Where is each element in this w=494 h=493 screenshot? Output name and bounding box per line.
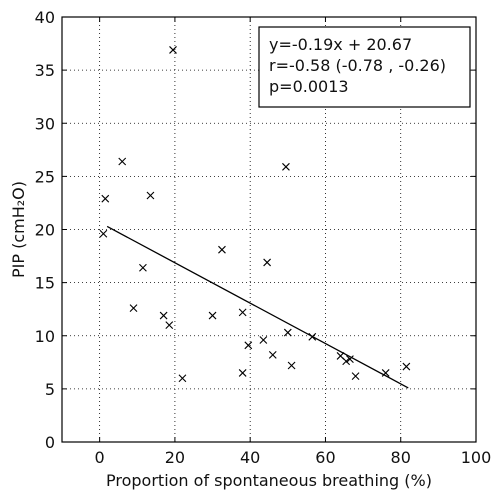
x-tick-label: 100: [461, 448, 492, 467]
data-point: [259, 336, 268, 344]
data-point: [218, 245, 226, 254]
y-axis-label: PIP (cmH₂O): [9, 181, 28, 278]
data-point: [118, 157, 127, 166]
annotation-correlation: r=-0.58 (-0.78 , -0.26): [269, 56, 446, 75]
data-point: [244, 341, 253, 350]
data-point: [159, 311, 168, 320]
annotation-box-frame: [258, 26, 471, 108]
data-point: [351, 372, 360, 381]
data-point: [238, 369, 247, 377]
regression-line: [106, 225, 409, 389]
data-point: [101, 194, 110, 203]
x-tick-label: 20: [165, 448, 185, 467]
y-tick-label: 10: [35, 327, 55, 346]
regression-line-group: [106, 225, 409, 389]
x-tick-label: 0: [95, 448, 105, 467]
x-tick-label: 60: [315, 448, 335, 467]
data-point: [342, 357, 351, 366]
x-tick-label: 80: [391, 448, 411, 467]
x-tick-label: 40: [240, 448, 260, 467]
x-axis-label: Proportion of spontaneous breathing (%): [106, 471, 432, 490]
annotation-p-value: p=0.0013: [269, 77, 349, 96]
axis-ticks: 0 20 40 60 80 100 0 5 10 15 20 25 30 35 40: [35, 8, 492, 467]
data-point: [178, 374, 187, 383]
data-point: [238, 308, 247, 317]
y-tick-label: 35: [35, 61, 55, 80]
y-tick-label: 0: [45, 433, 55, 452]
data-point: [169, 46, 177, 54]
y-tick-label: 40: [35, 8, 55, 27]
data-point: [287, 361, 296, 370]
y-tick-label: 20: [35, 221, 55, 240]
data-points: [99, 46, 411, 383]
y-tick-label: 25: [35, 167, 55, 186]
data-point: [208, 311, 217, 320]
annotation-equation: y=-0.19x + 20.67: [269, 35, 412, 54]
data-point: [283, 328, 292, 337]
data-point: [165, 321, 174, 330]
y-tick-label: 5: [45, 380, 55, 399]
data-point: [346, 355, 354, 364]
y-tick-label: 30: [35, 114, 55, 133]
data-point: [402, 362, 411, 371]
data-point: [282, 162, 290, 171]
data-point: [129, 304, 138, 313]
data-point: [99, 229, 108, 238]
data-point: [139, 263, 147, 272]
data-point: [381, 369, 390, 377]
y-tick-label: 15: [35, 274, 55, 293]
data-point: [268, 350, 277, 359]
data-point: [263, 258, 272, 267]
data-point: [146, 191, 155, 200]
regression-annotation: y=-0.19x + 20.67 r=-0.58 (-0.78 , -0.26)…: [258, 26, 471, 108]
data-point: [308, 332, 317, 341]
